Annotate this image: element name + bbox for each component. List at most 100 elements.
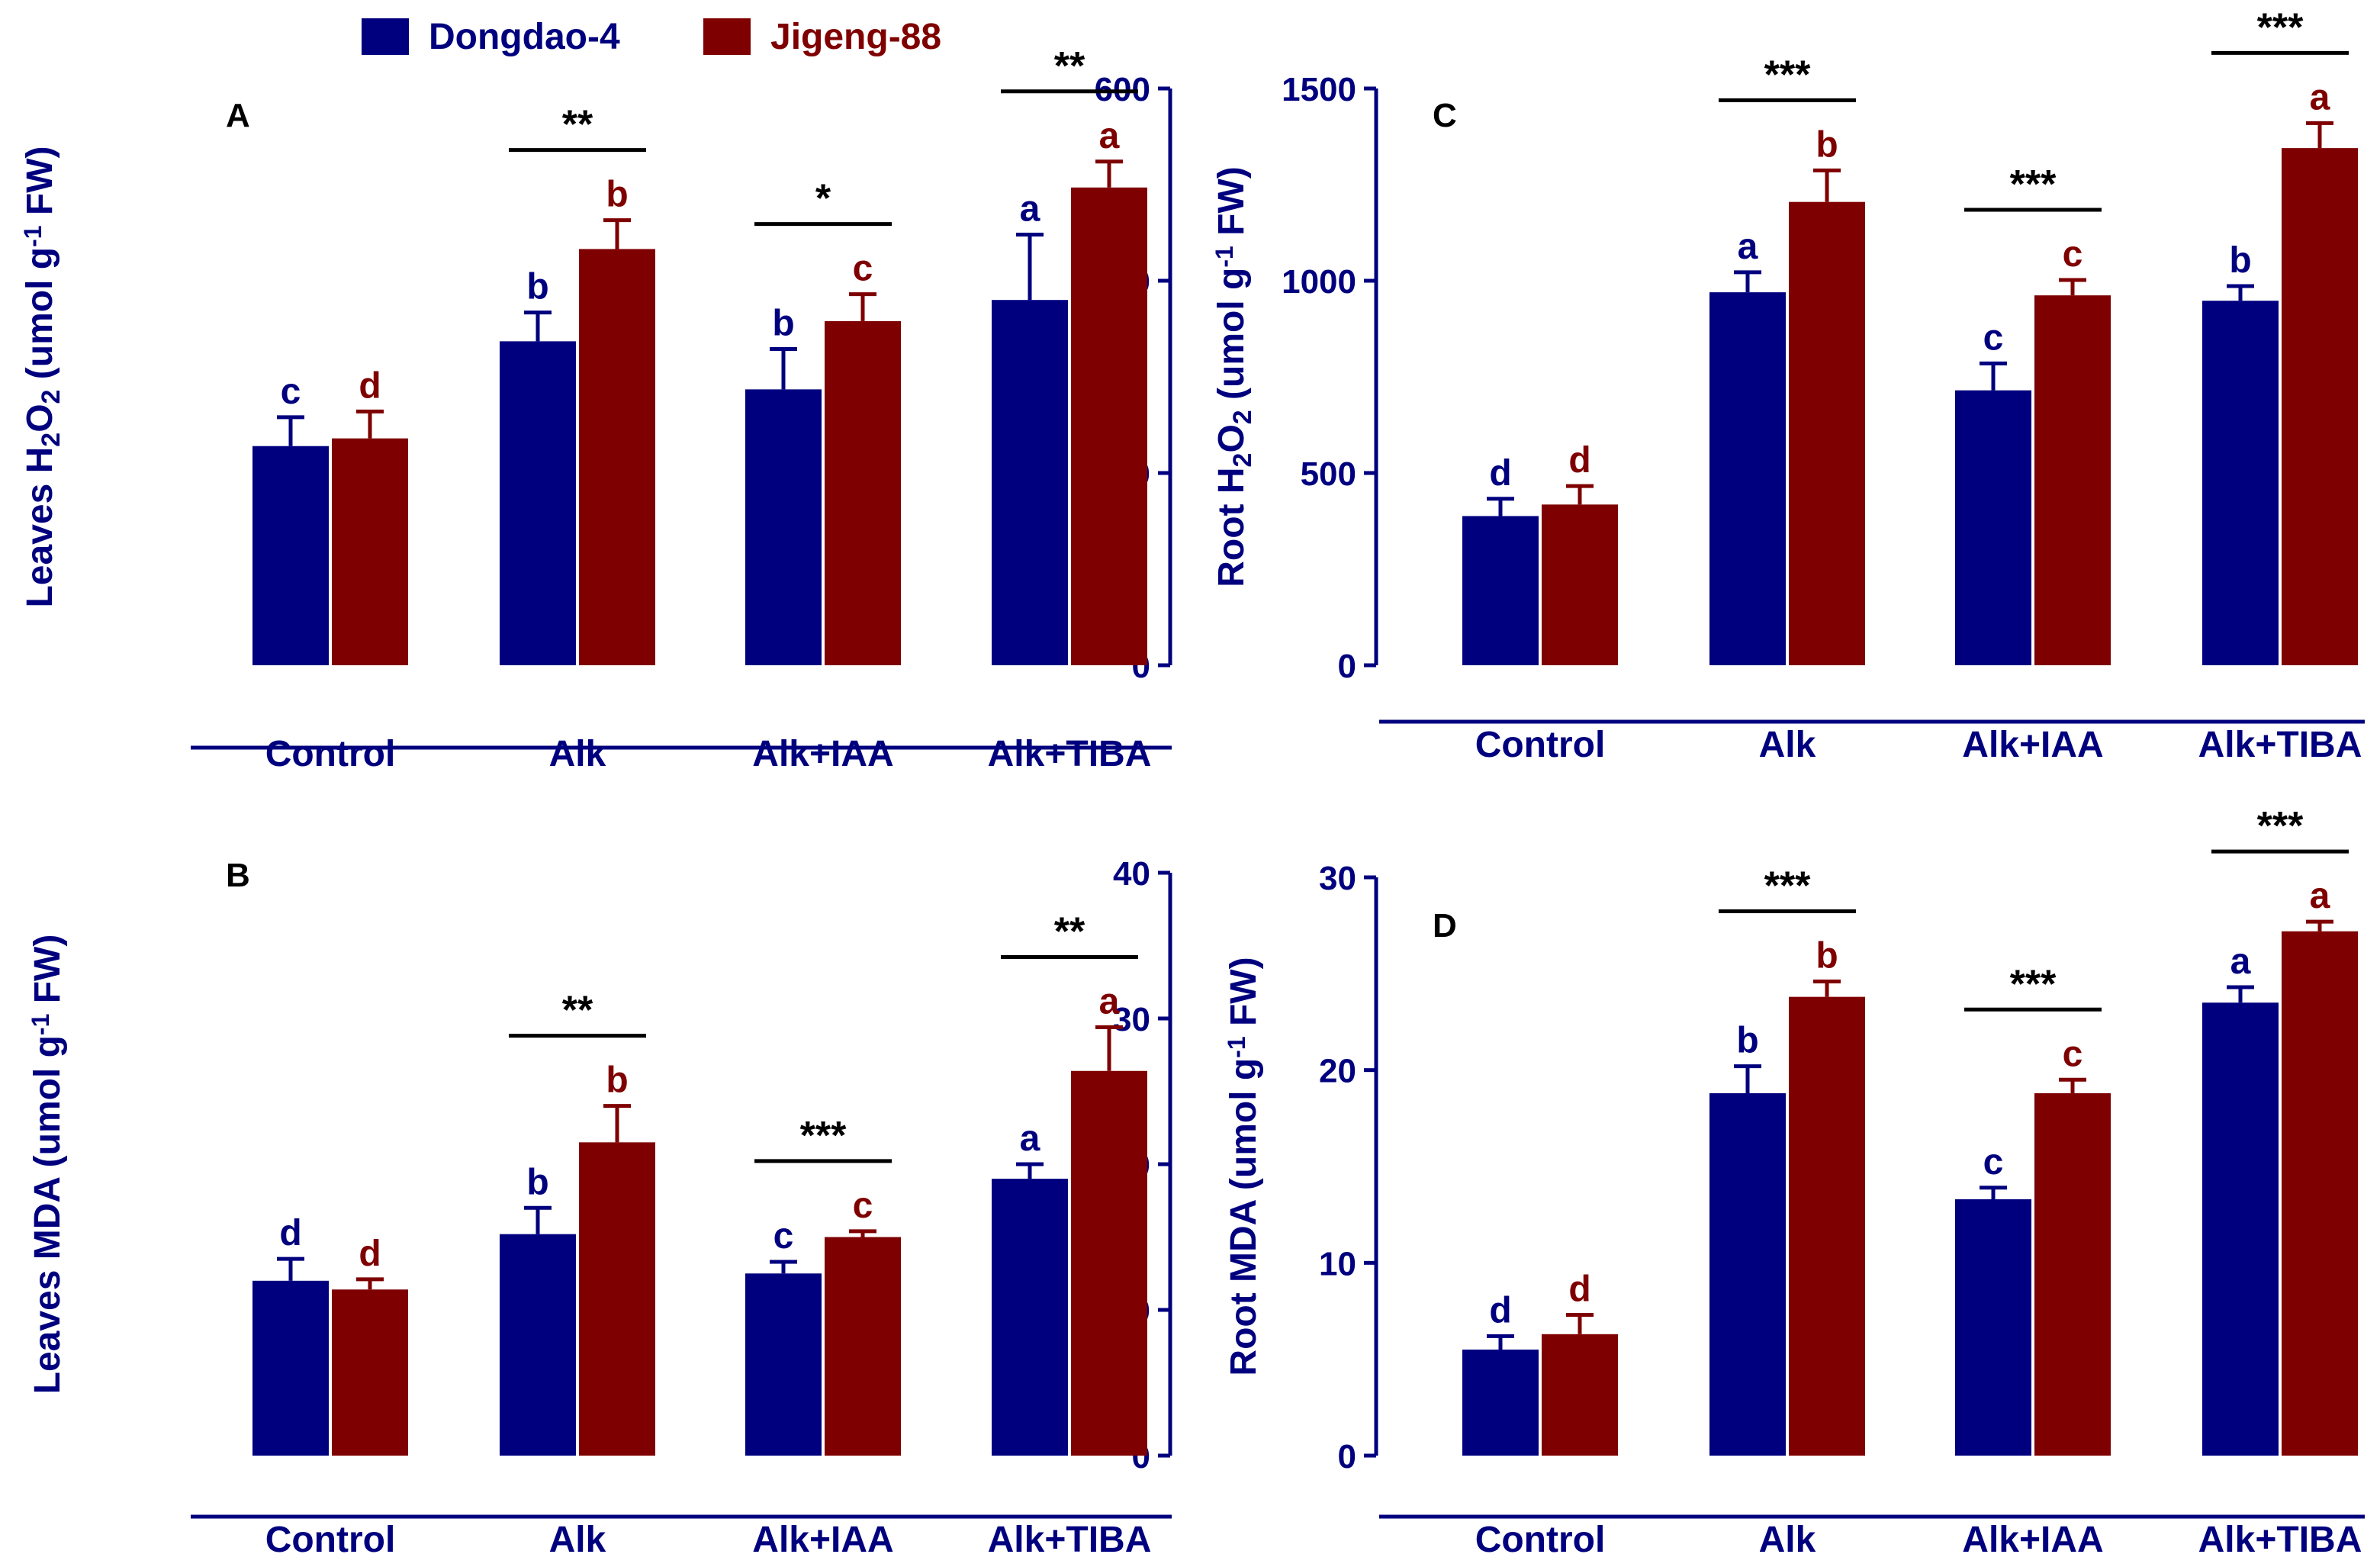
panel-d-bar-jigeng-88 [2034,1092,2111,1456]
panel-a-bar-dongdao-4 [745,389,822,665]
panel-b-letter-label: b [606,1060,628,1101]
panel-d-bar-dongdao-4 [2202,1002,2279,1456]
panel-d-letter-label: c [1983,1142,2004,1182]
panel-c-letter-label: d [1489,453,1511,494]
panel-c-bar-jigeng-88 [1789,201,1865,665]
panel-d-label: D [1433,907,1457,944]
panel-b-bar-jigeng-88 [1071,1070,1147,1456]
panel-d-y-tick-label: 20 [1319,1053,1356,1090]
panel-a-y-axis-label-part: O [20,404,60,432]
panel-c-y-tick-label: 0 [1338,648,1356,685]
panel-a-category-label: Alk+IAA [752,734,893,774]
panel-c-bar-dongdao-4 [1462,516,1539,665]
panel-c-category-label: Alk+IAA [1962,725,2103,765]
panel-d-y-tick-label: 0 [1338,1438,1356,1475]
panel-a-letter-label: b [606,175,628,215]
panel-c-category-label: Alk [1759,725,1816,765]
panel-c-y-axis-label: Root H2O2 (umol g-1 FW) [1211,166,1258,587]
panel-a-category-label: Alk+TIBA [988,734,1152,774]
panel-c-letter-label: b [1816,124,1838,165]
panel-d-letter-label: a [2310,876,2330,916]
panel-c-category-label: Control [1475,725,1606,765]
panel-c-y-tick-label: 1000 [1282,263,1356,301]
panel-b-significance-label: *** [800,1114,847,1158]
panel-c-letter-label: c [2063,234,2083,275]
panel-d-bar-dongdao-4 [1709,1092,1786,1456]
panel-c-letter-label: d [1568,440,1590,481]
panel-a-letter-label: a [1099,116,1120,156]
panel-d-y-axis-label-part: FW) [1224,957,1264,1036]
panel-d-bar-dongdao-4 [1462,1350,1539,1456]
panel-b-bar-dongdao-4 [500,1234,576,1456]
panel-d-letter-label: d [1489,1290,1511,1331]
panel-d-bar-jigeng-88 [2282,931,2358,1456]
panel-a-significance-label: ** [562,103,593,147]
panel-c-bar-jigeng-88 [1542,504,1618,665]
panel-c-category-label: Alk+TIBA [2198,725,2362,765]
panel-b-label: B [226,857,250,894]
panel-d-bar-dongdao-4 [1955,1199,2031,1456]
panel-b-bar-jigeng-88 [332,1289,408,1456]
panel-c-y-axis-label-part: O [1211,424,1252,452]
panel-b-bar-jigeng-88 [579,1142,655,1456]
panel-b-y-tick-label: 30 [1113,1001,1150,1038]
panel-c-significance-label: *** [1764,53,1811,97]
panel-c-letter-label: c [1983,317,2004,358]
panel-b-y-tick-label: 40 [1113,855,1150,893]
panel-a-y-axis-label-part: -1 [19,225,47,246]
panel-a-y-axis-label-part: (umol g [20,247,60,390]
panel-a-bar-jigeng-88 [579,249,655,665]
panel-d-category-label: Alk+IAA [1962,1520,2103,1560]
panel-d-letter-label: b [1736,1021,1758,1061]
panel-d-significance-label: *** [2010,962,2057,1006]
panel-a-category-label: Alk [549,734,606,774]
panel-c-y-axis-label-part: -1 [1211,246,1238,267]
panel-c-y-tick-label: 1500 [1282,71,1356,108]
panel-b-letter-label: d [279,1213,301,1253]
panel-b-letter-label: c [774,1216,794,1256]
panel-a: 0200400600Leaves H2O2 (umol g-1 FW)ACont… [19,44,1172,774]
panel-d-y-tick-label: 10 [1319,1245,1356,1282]
panel-b-y-axis-label-part: Leaves MDA (umol g [27,1035,68,1394]
panel-c-bar-dongdao-4 [2202,301,2279,665]
panel-d-letter-label: c [2063,1034,2083,1074]
panel-d-y-axis-label-part: Root MDA (umol g [1224,1058,1264,1376]
panel-c-letter-label: b [2229,240,2251,281]
panel-a-bar-dongdao-4 [252,446,329,665]
panel-a-y-axis-label-part: 2 [37,390,66,404]
panel-b-bar-dongdao-4 [992,1179,1068,1456]
panel-d-category-label: Control [1475,1520,1606,1560]
panel-d-category-label: Alk [1759,1520,1816,1560]
panel-a-letter-label: c [281,372,301,412]
panel-c-bar-dongdao-4 [1955,390,2031,665]
panel-c-label: C [1433,97,1457,134]
panel-c-letter-label: a [2310,77,2330,117]
panel-a-significance-label: * [815,177,831,221]
panel-b-y-axis-label-part: FW) [27,935,68,1014]
panel-b-letter-label: a [1099,981,1120,1022]
panel-d-significance-label: *** [2257,804,2304,848]
panel-b-category-label: Control [265,1520,396,1560]
panel-a-significance-label: ** [1054,44,1085,88]
panel-b-category-label: Alk [549,1520,606,1560]
panel-a-letter-label: b [526,267,548,307]
panel-a-bar-dongdao-4 [992,300,1068,665]
legend: Dongdao-4 Jigeng-88 [362,17,941,57]
panel-b-category-label: Alk+IAA [752,1520,893,1560]
panel-c-bar-jigeng-88 [2282,148,2358,665]
panel-d-category-label: Alk+TIBA [2198,1520,2362,1560]
panel-d-y-tick-label: 30 [1319,860,1356,897]
panel-d-significance-label: *** [1764,864,1811,908]
panel-c-y-axis-label-part: 2 [1228,410,1257,424]
panel-b-significance-label: ** [562,989,593,1033]
panel-a-bar-jigeng-88 [1071,187,1147,665]
panel-b-bar-dongdao-4 [252,1280,329,1456]
panel-b-letter-label: a [1020,1118,1040,1159]
panel-a-letter-label: b [772,303,794,343]
panel-a-bar-jigeng-88 [332,438,408,665]
panel-d-letter-label: a [2230,941,2251,982]
panel-a-letter-label: d [359,365,381,406]
panel-b-y-axis-label-part: -1 [27,1014,54,1035]
